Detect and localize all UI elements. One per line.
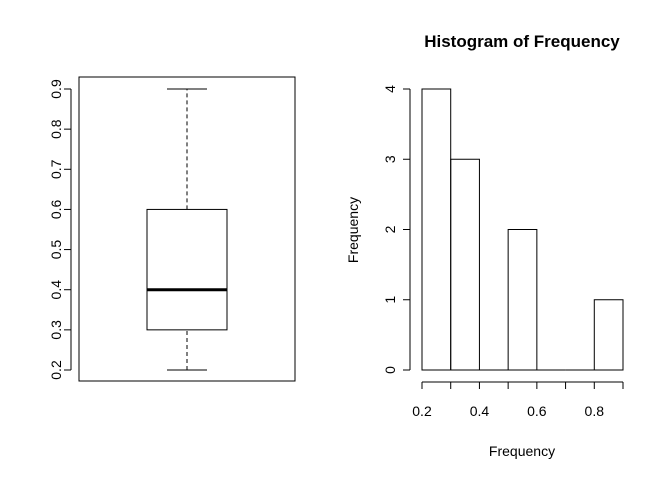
- boxplot-marks: [146, 88, 228, 371]
- histogram-x-axis: 0.2 0.4 0.6 0.8: [412, 381, 624, 419]
- histogram-y-tick-label: 3: [382, 155, 398, 163]
- histogram-x-axis-label: Frequency: [489, 443, 555, 459]
- histogram-x-tick-label: 0.4: [470, 403, 490, 419]
- histogram-bar: [421, 88, 452, 371]
- boxplot-y-tick-label: 0.3: [48, 320, 64, 340]
- boxplot-y-tick-label: 0.6: [48, 199, 64, 219]
- boxplot-y-tick-label: 0.7: [48, 159, 64, 179]
- boxplot-y-axis: 0.2 0.3 0.4 0.5 0.6 0.7 0.8 0.9: [48, 79, 72, 380]
- histogram-y-tick-label: 1: [382, 296, 398, 304]
- boxplot-y-tick-label: 0.2: [48, 360, 64, 380]
- histogram-y-tick-label: 0: [382, 366, 398, 374]
- histogram-y-axis: 0 1 2 3 4: [382, 85, 411, 374]
- histogram-bars: [421, 88, 624, 371]
- boxplot-box: [146, 208, 228, 331]
- histogram-y-axis-label: Frequency: [345, 197, 361, 263]
- boxplot-y-tick-label: 0.4: [48, 280, 64, 300]
- histogram-y-tick-label: 2: [382, 225, 398, 233]
- histogram-bar: [450, 158, 480, 371]
- boxplot-y-tick-label: 0.5: [48, 240, 64, 260]
- boxplot-y-tick-label: 0.9: [48, 79, 64, 99]
- histogram-panel: Histogram of Frequency 0.2 0.4 0.6 0.8 0 1 2 3…: [345, 32, 624, 459]
- histogram-title: Histogram of Frequency: [424, 32, 620, 51]
- boxplot-panel: 0.2 0.3 0.4 0.5 0.6 0.7 0.8 0.9: [48, 76, 296, 382]
- histogram-bar: [507, 229, 538, 371]
- histogram-x-tick-label: 0.6: [527, 403, 547, 419]
- histogram-x-tick-label: 0.2: [412, 403, 432, 419]
- histogram-x-tick-label: 0.8: [585, 403, 605, 419]
- boxplot-y-tick-label: 0.8: [48, 119, 64, 139]
- histogram-y-tick-label: 4: [382, 85, 398, 93]
- histogram-bar: [593, 299, 624, 371]
- boxplot-frame: [78, 76, 296, 382]
